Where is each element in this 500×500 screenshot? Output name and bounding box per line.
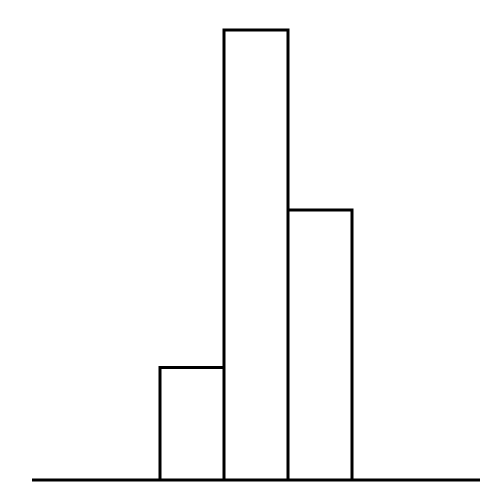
bar-3 xyxy=(158,366,226,482)
bar-5 xyxy=(286,208,354,482)
bar-4 xyxy=(222,28,290,482)
bars-group xyxy=(158,28,354,482)
